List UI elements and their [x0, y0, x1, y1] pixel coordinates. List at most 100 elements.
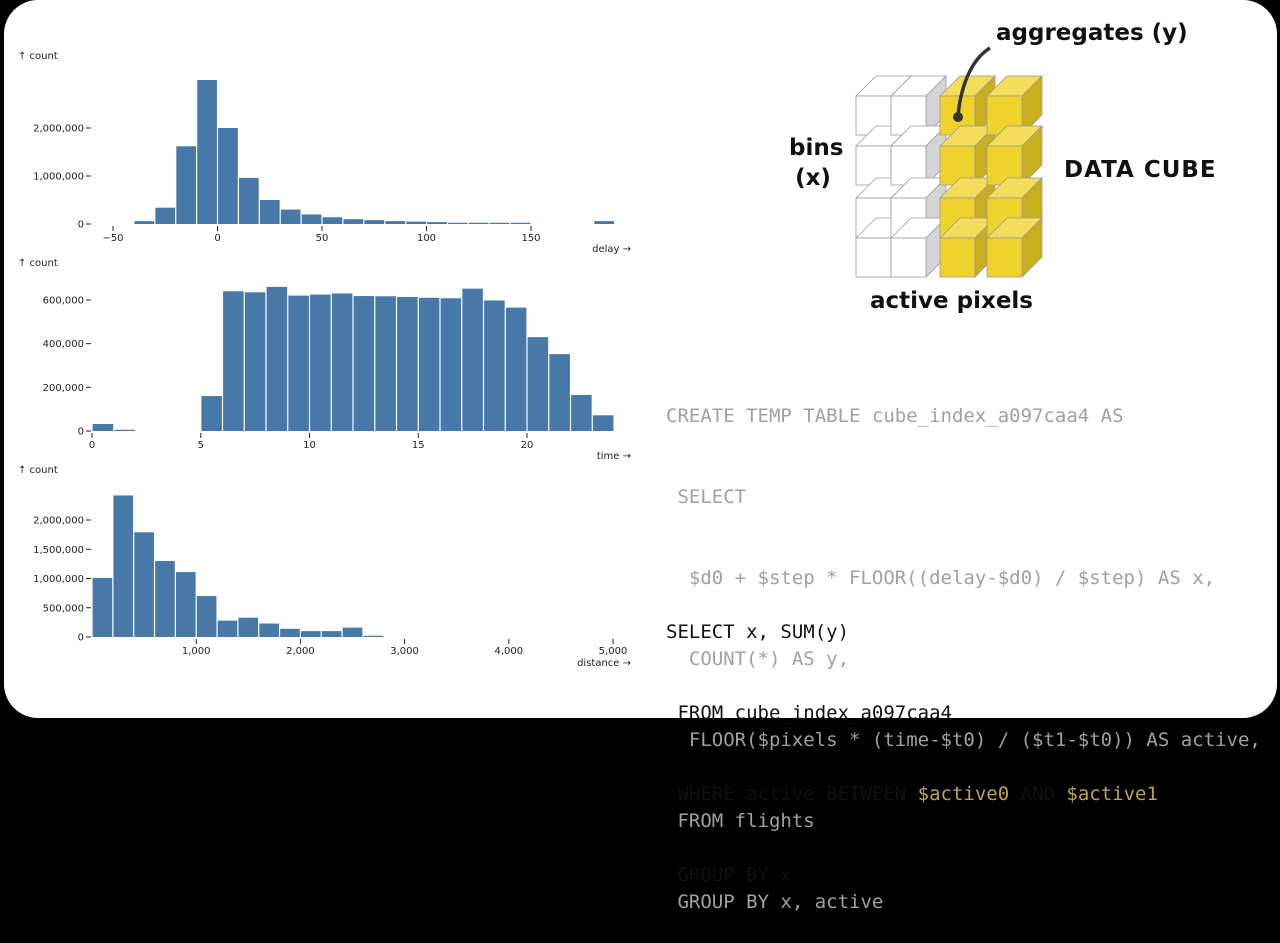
sql-line: SELECT x, SUM(y) [666, 621, 850, 643]
histogram-bar[interactable] [196, 596, 217, 637]
histogram-bar[interactable] [440, 298, 462, 431]
distance-histogram[interactable]: ↑ count 0 500,000 1,000,000 1,500,000 2,000,… [18, 465, 631, 669]
x-tick-label: 5,000 [599, 646, 628, 657]
histogram-bar[interactable] [489, 222, 510, 224]
x-tick-label: 2,000 [286, 646, 315, 657]
time-x-axis-label: time → [597, 451, 631, 462]
histogram-bar[interactable] [448, 222, 468, 224]
histogram-bar[interactable] [592, 415, 614, 431]
y-tick-label: 1,000,000 [33, 172, 84, 183]
data-cube-title: DATA CUBE [1064, 157, 1217, 183]
sql-where-clause: WHERE active BETWEEN [666, 783, 918, 805]
histogram-bar[interactable] [259, 200, 280, 224]
x-tick-label: 15 [412, 440, 425, 451]
y-tick-label: 200,000 [43, 383, 84, 394]
histogram-bar[interactable] [301, 214, 322, 224]
histogram-bar[interactable] [266, 286, 288, 431]
delay-x-axis-label: delay → [592, 244, 631, 255]
histogram-bar[interactable] [353, 296, 375, 431]
histogram-bar[interactable] [418, 297, 440, 431]
histogram-bar[interactable] [363, 635, 384, 637]
y-tick-label: 400,000 [43, 339, 84, 350]
histogram-bar[interactable] [288, 295, 309, 431]
x-tick-label: −50 [102, 233, 123, 244]
histogram-bar[interactable] [527, 337, 549, 431]
x-tick-label: 0 [214, 233, 220, 244]
y-tick-label: 600,000 [43, 296, 84, 307]
histogram-bar[interactable] [114, 429, 135, 431]
time-bars[interactable] [92, 286, 614, 431]
active0-param: $active0 [917, 783, 1010, 805]
histogram-bar[interactable] [594, 221, 614, 224]
histogram-bar[interactable] [342, 627, 363, 637]
delay-bars[interactable] [134, 80, 615, 224]
histogram-bar[interactable] [92, 424, 114, 431]
histogram-bar[interactable] [331, 293, 353, 431]
bins-label-line1: bins [789, 135, 844, 161]
histogram-bar[interactable] [238, 617, 259, 637]
histogram-bar[interactable] [406, 221, 426, 224]
delay-histogram[interactable]: ↑ count 0 1,000,000 2,000,000 −50 0 50 100 150… [18, 51, 631, 255]
histogram-bar[interactable] [462, 288, 483, 431]
histogram-bar[interactable] [175, 572, 196, 637]
x-tick-label: 1,000 [182, 646, 211, 657]
histogram-bar[interactable] [468, 222, 489, 224]
histogram-bar[interactable] [217, 620, 238, 637]
histogram-bar[interactable] [239, 177, 259, 224]
sql-and: AND [1009, 783, 1067, 805]
sql-line: FROM cube_index_a097caa4 [666, 702, 952, 724]
sql-line: GROUP BY x [666, 864, 792, 886]
y-tick-label: 2,000,000 [33, 124, 84, 135]
x-tick-label: 0 [89, 440, 95, 451]
histogram-bar[interactable] [301, 631, 321, 637]
histogram-bar[interactable] [155, 207, 176, 224]
y-tick-label: 2,000,000 [33, 516, 84, 527]
histogram-bar[interactable] [280, 628, 300, 637]
delay-y-axis-label: ↑ count [18, 51, 58, 62]
histogram-bar[interactable] [223, 291, 244, 431]
histogram-bar[interactable] [259, 623, 279, 637]
histogram-bar[interactable] [322, 217, 343, 224]
histogram-bar[interactable] [343, 219, 364, 224]
histogram-bar[interactable] [375, 296, 396, 431]
histogram-bar[interactable] [427, 222, 447, 224]
histogram-bar[interactable] [321, 631, 342, 637]
distance-bars[interactable] [92, 495, 384, 637]
histogram-bar[interactable] [385, 221, 405, 224]
x-tick-label: 5 [198, 440, 204, 451]
sql-line: COUNT(*) AS y, [666, 648, 850, 670]
histogram-bar[interactable] [134, 532, 154, 637]
histogram-bar[interactable] [134, 221, 155, 224]
active1-param: $active1 [1066, 783, 1158, 805]
histogram-bar[interactable] [197, 80, 217, 224]
histogram-bar[interactable] [397, 296, 418, 431]
x-tick-label: 100 [417, 233, 436, 244]
time-y-axis: 0 200,000 400,000 600,000 [43, 296, 91, 438]
histogram-bar[interactable] [113, 495, 134, 637]
histogram-bar[interactable] [218, 128, 238, 224]
histogram-bar[interactable] [510, 222, 531, 224]
data-cube-diagram [855, 75, 1043, 278]
histogram-bar[interactable] [92, 577, 113, 637]
histogram-bar[interactable] [310, 294, 331, 431]
histogram-bar[interactable] [549, 354, 570, 431]
histogram-bar[interactable] [280, 209, 301, 224]
histogram-bar[interactable] [176, 146, 196, 224]
aggregates-pointer-dot [953, 112, 963, 122]
x-tick-label: 20 [521, 440, 534, 451]
histogram-bar[interactable] [155, 560, 175, 637]
histogram-bar[interactable] [364, 220, 385, 224]
query-sql: SELECT x, SUM(y) FROM cube_index_a097caa… [666, 565, 1158, 916]
histogram-bar[interactable] [571, 394, 592, 431]
distance-x-axis: 1,000 2,000 3,000 4,000 5,000 [182, 639, 627, 657]
y-tick-label: 0 [78, 633, 84, 644]
x-tick-label: 50 [316, 233, 329, 244]
y-tick-label: 500,000 [43, 603, 84, 614]
histogram-bar[interactable] [201, 396, 222, 431]
time-x-axis: 0 5 10 15 20 [89, 433, 534, 451]
histogram-bar[interactable] [244, 292, 266, 431]
histogram-bar[interactable] [505, 307, 527, 431]
sql-line: SELECT [666, 486, 747, 508]
histogram-bar[interactable] [484, 300, 505, 431]
